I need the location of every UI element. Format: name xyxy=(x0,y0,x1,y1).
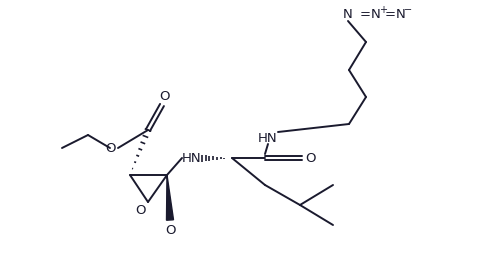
Text: −: − xyxy=(404,5,412,15)
Text: N: N xyxy=(371,8,381,21)
Text: O: O xyxy=(159,90,169,103)
Text: N: N xyxy=(396,8,406,21)
Text: O: O xyxy=(305,151,315,165)
Text: +: + xyxy=(379,5,387,15)
Text: HN: HN xyxy=(258,132,278,145)
Text: O: O xyxy=(135,204,145,216)
Text: N: N xyxy=(343,8,353,21)
Text: =: = xyxy=(385,8,395,21)
Text: O: O xyxy=(165,223,175,237)
Text: O: O xyxy=(105,141,115,155)
Polygon shape xyxy=(166,175,174,220)
Text: =: = xyxy=(360,8,370,21)
Text: HN: HN xyxy=(182,151,202,165)
